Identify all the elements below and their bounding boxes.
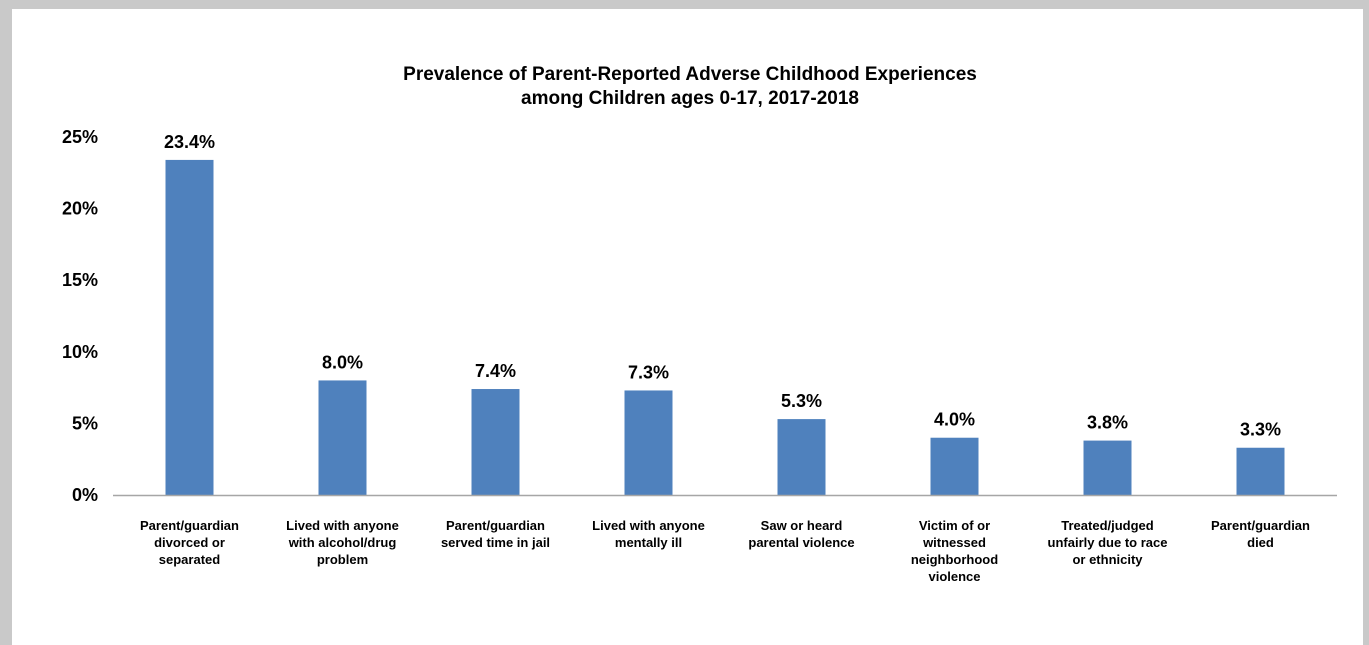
y-tick-label: 15% [62, 270, 98, 290]
category-label: Treated/judged unfairly due to race or eth… [1048, 518, 1168, 567]
bars [165, 159, 1285, 496]
chart-title: Prevalence of Parent-Reported Adverse Ch… [403, 64, 977, 85]
data-label: 8.0% [322, 352, 363, 372]
bar [318, 380, 367, 495]
bar [165, 159, 214, 496]
y-axis: 0% 5% 10% 15% 20% 25% [62, 127, 98, 505]
chart-subtitle: among Children ages 0-17, 2017-2018 [521, 88, 859, 109]
category-label: Parent/guardian served time in jail [441, 518, 550, 550]
category-label: Parent/guardian divorced or separated [140, 518, 239, 567]
data-label: 3.8% [1087, 413, 1128, 433]
y-tick-label: 25% [62, 127, 98, 147]
data-label: 5.3% [781, 391, 822, 411]
data-labels: 23.4% 8.0% 7.4% 7.3% 5.3% 4.0% 3.8% 3.3% [164, 132, 1281, 440]
data-label: 23.4% [164, 132, 215, 152]
category-label: Victim of or witnessed neighborhood violenc… [911, 518, 998, 584]
category-label: Parent/guardian died [1211, 518, 1310, 550]
bar [624, 390, 673, 495]
y-tick-label: 5% [72, 413, 98, 433]
data-label: 3.3% [1240, 420, 1281, 440]
bar [1083, 440, 1132, 495]
category-label: Lived with anyone mentally ill [592, 518, 705, 550]
data-label: 4.0% [934, 410, 975, 430]
bar [930, 437, 979, 495]
bar [471, 389, 520, 495]
category-labels: Parent/guardian divorced or separated Lived… [140, 518, 1310, 584]
category-label: Saw or heard parental violence [748, 518, 854, 550]
bar [1236, 447, 1285, 495]
data-label: 7.4% [475, 361, 516, 381]
data-label: 7.3% [628, 362, 669, 382]
category-label: Lived with anyone with alcohol/drug proble… [286, 518, 399, 567]
y-tick-label: 10% [62, 342, 98, 362]
y-tick-label: 0% [72, 485, 98, 505]
y-tick-label: 20% [62, 199, 98, 219]
bar [777, 419, 826, 495]
